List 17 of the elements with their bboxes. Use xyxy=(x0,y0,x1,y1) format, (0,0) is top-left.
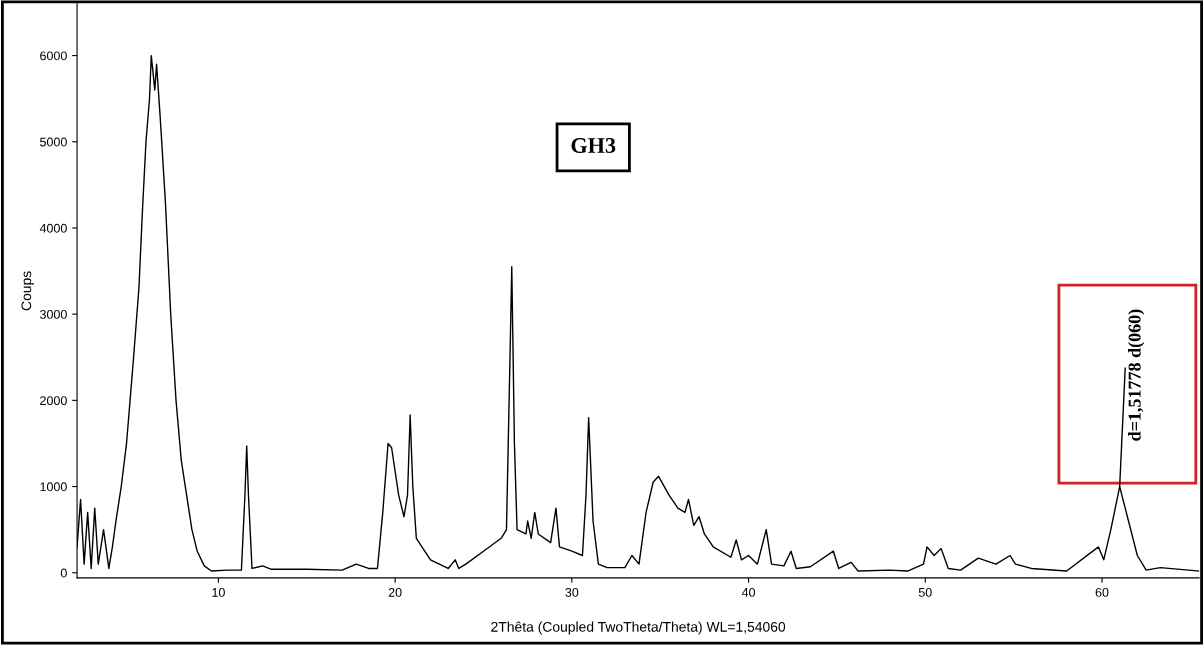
x-tick-label: 40 xyxy=(741,587,756,597)
y-tick-label: 2000 xyxy=(40,396,67,406)
y-tick-label: 1000 xyxy=(40,482,67,492)
y-tick-label: 0 xyxy=(60,568,67,578)
annotation: d=1,51778 d(060) xyxy=(1128,309,1145,441)
y-tick-label: 6000 xyxy=(40,51,67,61)
y-axis-title: Coups xyxy=(21,271,34,311)
y-tick-label: 3000 xyxy=(40,309,67,319)
x-tick-label: 30 xyxy=(565,587,579,597)
x-tick-label: 60 xyxy=(1095,587,1109,597)
y-tick-label: 4000 xyxy=(39,223,67,233)
x-tick-label: 20 xyxy=(388,587,402,597)
x-axis-title: 2Thêta (Coupled TwoTheta/Theta) WL=1,54060 xyxy=(491,621,786,635)
x-tick-label: 50 xyxy=(918,587,932,597)
text: GH3 xyxy=(571,138,616,153)
x-tick-label: 10 xyxy=(212,587,225,597)
y-tick-label: 5000 xyxy=(40,137,67,147)
